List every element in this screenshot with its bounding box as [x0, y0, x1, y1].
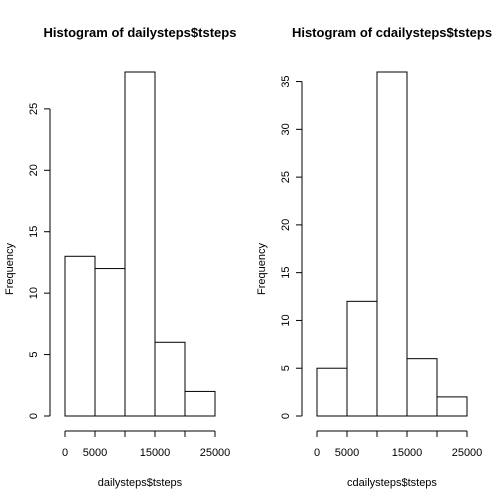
histogram-panel-2: Histogram of cdailysteps$tsteps 0 5000 1500… — [256, 25, 492, 489]
histogram-bar — [124, 71, 156, 417]
x-axis-label: dailysteps$tsteps — [98, 477, 183, 489]
x-tick-label: 5000 — [83, 447, 107, 459]
y-tick-label: 5 — [28, 352, 40, 358]
histogram-bar — [184, 390, 216, 417]
histogram-bar — [436, 396, 468, 417]
y-tick-label: 0 — [280, 413, 292, 419]
chart-title: Histogram of dailysteps$tsteps — [44, 25, 237, 40]
x-tick-label: 0 — [314, 447, 320, 459]
y-tick-label: 20 — [28, 164, 40, 176]
histogram-bar — [316, 367, 348, 417]
y-axis-label: Frequency — [256, 243, 268, 295]
y-tick-label: 20 — [280, 219, 292, 231]
y-tick-label: 30 — [280, 123, 292, 135]
y-tick-label: 5 — [280, 365, 292, 371]
y-tick-label: 25 — [28, 103, 40, 115]
histogram-bar — [154, 341, 186, 417]
y-tick-label: 15 — [28, 226, 40, 238]
histogram-bar — [94, 268, 126, 417]
histogram-bar — [346, 300, 378, 417]
y-tick-label: 0 — [28, 413, 40, 419]
x-tick-label: 25000 — [200, 447, 231, 459]
histogram-panel-1: Histogram of dailysteps$tsteps 0 5000 15000… — [4, 25, 236, 489]
x-tick-label: 25000 — [452, 447, 483, 459]
y-axis-label: Frequency — [4, 243, 16, 295]
y-tick-label: 35 — [280, 75, 292, 87]
histogram-bar — [406, 358, 438, 417]
x-tick-label: 5000 — [335, 447, 359, 459]
y-tick-label: 15 — [280, 267, 292, 279]
chart-title: Histogram of cdailysteps$tsteps — [292, 25, 492, 40]
y-tick-label: 10 — [280, 314, 292, 326]
y-tick-label: 10 — [28, 287, 40, 299]
y-tick-label: 25 — [280, 171, 292, 183]
histogram-bar — [64, 255, 96, 417]
x-tick-label: 0 — [62, 447, 68, 459]
x-tick-label: 15000 — [140, 447, 171, 459]
x-tick-label: 15000 — [392, 447, 423, 459]
x-axis-label: cdailysteps$tsteps — [347, 477, 437, 489]
histogram-bar — [376, 71, 408, 417]
